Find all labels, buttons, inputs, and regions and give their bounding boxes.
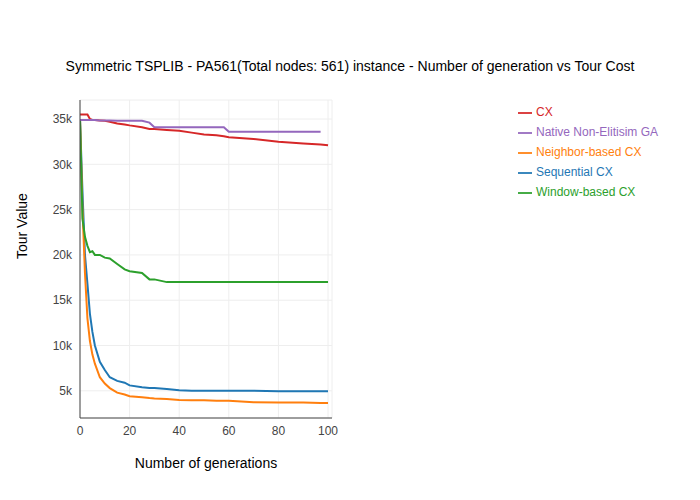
html-text:Neighbor-based CX: Neighbor-based CX xyxy=(536,145,642,159)
svg-text:35k: 35k xyxy=(53,112,73,126)
svg-text:40: 40 xyxy=(173,424,187,438)
html-text:Sequential CX: Sequential CX xyxy=(536,165,613,179)
svg-text:20k: 20k xyxy=(53,248,73,262)
svg-text:80: 80 xyxy=(272,424,286,438)
html-text:Symmetric TSPLIB - PA561(Total: Symmetric TSPLIB - PA561(Total nodes: 56… xyxy=(65,58,635,74)
svg-text:Number of generations: Number of generations xyxy=(135,455,277,471)
svg-text:10k: 10k xyxy=(53,339,73,353)
html-text:Native Non-Elitisim GA: Native Non-Elitisim GA xyxy=(536,125,658,139)
svg-text:100: 100 xyxy=(318,424,338,438)
svg-text:Tour Value: Tour Value xyxy=(14,193,30,259)
svg-text:0: 0 xyxy=(77,424,84,438)
html-text:CX: CX xyxy=(536,105,553,119)
svg-text:30k: 30k xyxy=(53,158,73,172)
svg-text:60: 60 xyxy=(222,424,236,438)
svg-text:15k: 15k xyxy=(53,293,73,307)
svg-text:20: 20 xyxy=(123,424,137,438)
svg-text:25k: 25k xyxy=(53,203,73,217)
svg-text:5k: 5k xyxy=(59,384,73,398)
html-text:Window-based CX: Window-based CX xyxy=(536,185,636,199)
